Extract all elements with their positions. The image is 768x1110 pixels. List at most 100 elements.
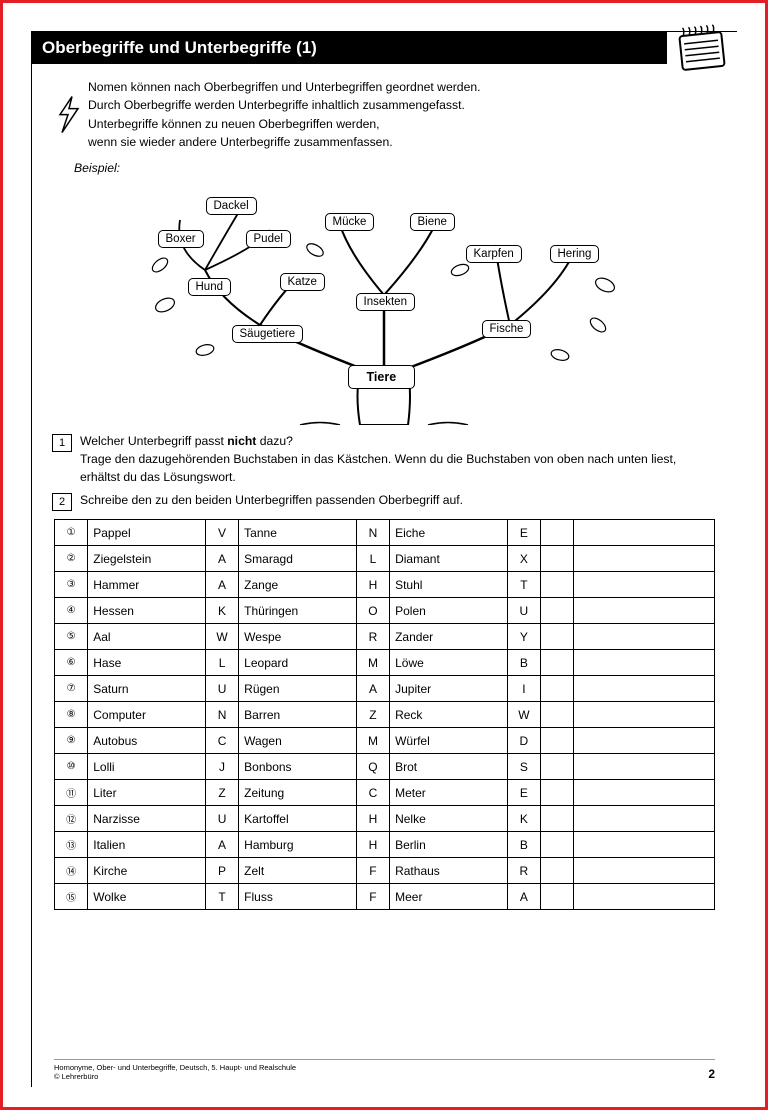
tree-root: Tiere xyxy=(348,365,416,389)
answer-box[interactable] xyxy=(541,546,574,572)
row-number: ⑨ xyxy=(55,728,88,754)
answer-line[interactable] xyxy=(574,832,715,858)
word-cell: Fluss xyxy=(239,884,357,910)
answer-line[interactable] xyxy=(574,676,715,702)
answer-line[interactable] xyxy=(574,546,715,572)
word-cell: Polen xyxy=(390,598,508,624)
answer-line[interactable] xyxy=(574,572,715,598)
tree-node-dackel: Dackel xyxy=(206,197,257,215)
word-cell: Wespe xyxy=(239,624,357,650)
letter-cell: Z xyxy=(205,780,238,806)
word-cell: Computer xyxy=(88,702,206,728)
letter-cell: A xyxy=(507,884,540,910)
answer-box[interactable] xyxy=(541,676,574,702)
letter-cell: F xyxy=(356,858,389,884)
letter-cell: Z xyxy=(356,702,389,728)
exercise-table-wrap: ①PappelVTanneNEicheE②ZiegelsteinASmaragd… xyxy=(32,513,737,910)
word-cell: Hessen xyxy=(88,598,206,624)
letter-cell: Q xyxy=(356,754,389,780)
answer-line[interactable] xyxy=(574,780,715,806)
row-number: ⑩ xyxy=(55,754,88,780)
letter-cell: U xyxy=(507,598,540,624)
word-cell: Eiche xyxy=(390,520,508,546)
answer-line[interactable] xyxy=(574,884,715,910)
word-cell: Barren xyxy=(239,702,357,728)
letter-cell: T xyxy=(205,884,238,910)
table-row: ⑥HaseLLeopardMLöweB xyxy=(55,650,715,676)
word-cell: Diamant xyxy=(390,546,508,572)
word-cell: Bonbons xyxy=(239,754,357,780)
answer-box[interactable] xyxy=(541,598,574,624)
answer-box[interactable] xyxy=(541,858,574,884)
answer-line[interactable] xyxy=(574,806,715,832)
page-title: Oberbegriffe und Unterbegriffe (1) xyxy=(32,32,667,64)
row-number: ⑫ xyxy=(55,806,88,832)
word-cell: Autobus xyxy=(88,728,206,754)
answer-box[interactable] xyxy=(541,728,574,754)
page-footer: Homonyme, Ober- und Unterbegriffe, Deuts… xyxy=(54,1059,715,1081)
table-row: ⑦SaturnURügenAJupiterI xyxy=(55,676,715,702)
answer-line[interactable] xyxy=(574,598,715,624)
table-row: ④HessenKThüringenOPolenU xyxy=(55,598,715,624)
answer-line[interactable] xyxy=(574,728,715,754)
answer-line[interactable] xyxy=(574,754,715,780)
answer-box[interactable] xyxy=(541,624,574,650)
concept-tree: Tiere Säugetiere Insekten Fische Hund Ka… xyxy=(150,175,620,425)
letter-cell: N xyxy=(356,520,389,546)
answer-box[interactable] xyxy=(541,806,574,832)
word-cell: Wolke xyxy=(88,884,206,910)
answer-box[interactable] xyxy=(541,702,574,728)
table-row: ⑮WolkeTFlussFMeerA xyxy=(55,884,715,910)
answer-box[interactable] xyxy=(541,754,574,780)
word-cell: Rathaus xyxy=(390,858,508,884)
row-number: ⑪ xyxy=(55,780,88,806)
answer-line[interactable] xyxy=(574,858,715,884)
answer-box[interactable] xyxy=(541,832,574,858)
letter-cell: W xyxy=(205,624,238,650)
tree-node-hering: Hering xyxy=(550,245,600,263)
word-cell: Aal xyxy=(88,624,206,650)
letter-cell: F xyxy=(356,884,389,910)
tree-node-fische: Fische xyxy=(482,320,532,338)
answer-box[interactable] xyxy=(541,520,574,546)
tree-node-hund: Hund xyxy=(188,278,232,296)
word-cell: Zange xyxy=(239,572,357,598)
row-number: ③ xyxy=(55,572,88,598)
table-row: ⑤AalWWespeRZanderY xyxy=(55,624,715,650)
tree-node-saeugetiere: Säugetiere xyxy=(232,325,304,343)
letter-cell: R xyxy=(507,858,540,884)
answer-line[interactable] xyxy=(574,520,715,546)
letter-cell: E xyxy=(507,780,540,806)
letter-cell: L xyxy=(205,650,238,676)
word-cell: Italien xyxy=(88,832,206,858)
word-cell: Hase xyxy=(88,650,206,676)
table-row: ①PappelVTanneNEicheE xyxy=(55,520,715,546)
word-cell: Liter xyxy=(88,780,206,806)
word-cell: Zelt xyxy=(239,858,357,884)
word-cell: Tanne xyxy=(239,520,357,546)
letter-cell: W xyxy=(507,702,540,728)
answer-box[interactable] xyxy=(541,572,574,598)
answer-line[interactable] xyxy=(574,650,715,676)
answer-box[interactable] xyxy=(541,650,574,676)
answer-line[interactable] xyxy=(574,624,715,650)
tree-node-insekten: Insekten xyxy=(356,293,415,311)
letter-cell: T xyxy=(507,572,540,598)
letter-cell: B xyxy=(507,650,540,676)
word-cell: Würfel xyxy=(390,728,508,754)
answer-box[interactable] xyxy=(541,884,574,910)
letter-cell: C xyxy=(205,728,238,754)
answer-box[interactable] xyxy=(541,780,574,806)
letter-cell: R xyxy=(356,624,389,650)
word-cell: Leopard xyxy=(239,650,357,676)
letter-cell: M xyxy=(356,650,389,676)
row-number: ④ xyxy=(55,598,88,624)
table-row: ⑨AutobusCWagenMWürfelD xyxy=(55,728,715,754)
letter-cell: H xyxy=(356,832,389,858)
letter-cell: K xyxy=(205,598,238,624)
letter-cell: S xyxy=(507,754,540,780)
answer-line[interactable] xyxy=(574,702,715,728)
letter-cell: V xyxy=(205,520,238,546)
worksheet-page: Oberbegriffe und Unterbegriffe (1) Nomen… xyxy=(31,31,737,1087)
letter-cell: A xyxy=(205,572,238,598)
